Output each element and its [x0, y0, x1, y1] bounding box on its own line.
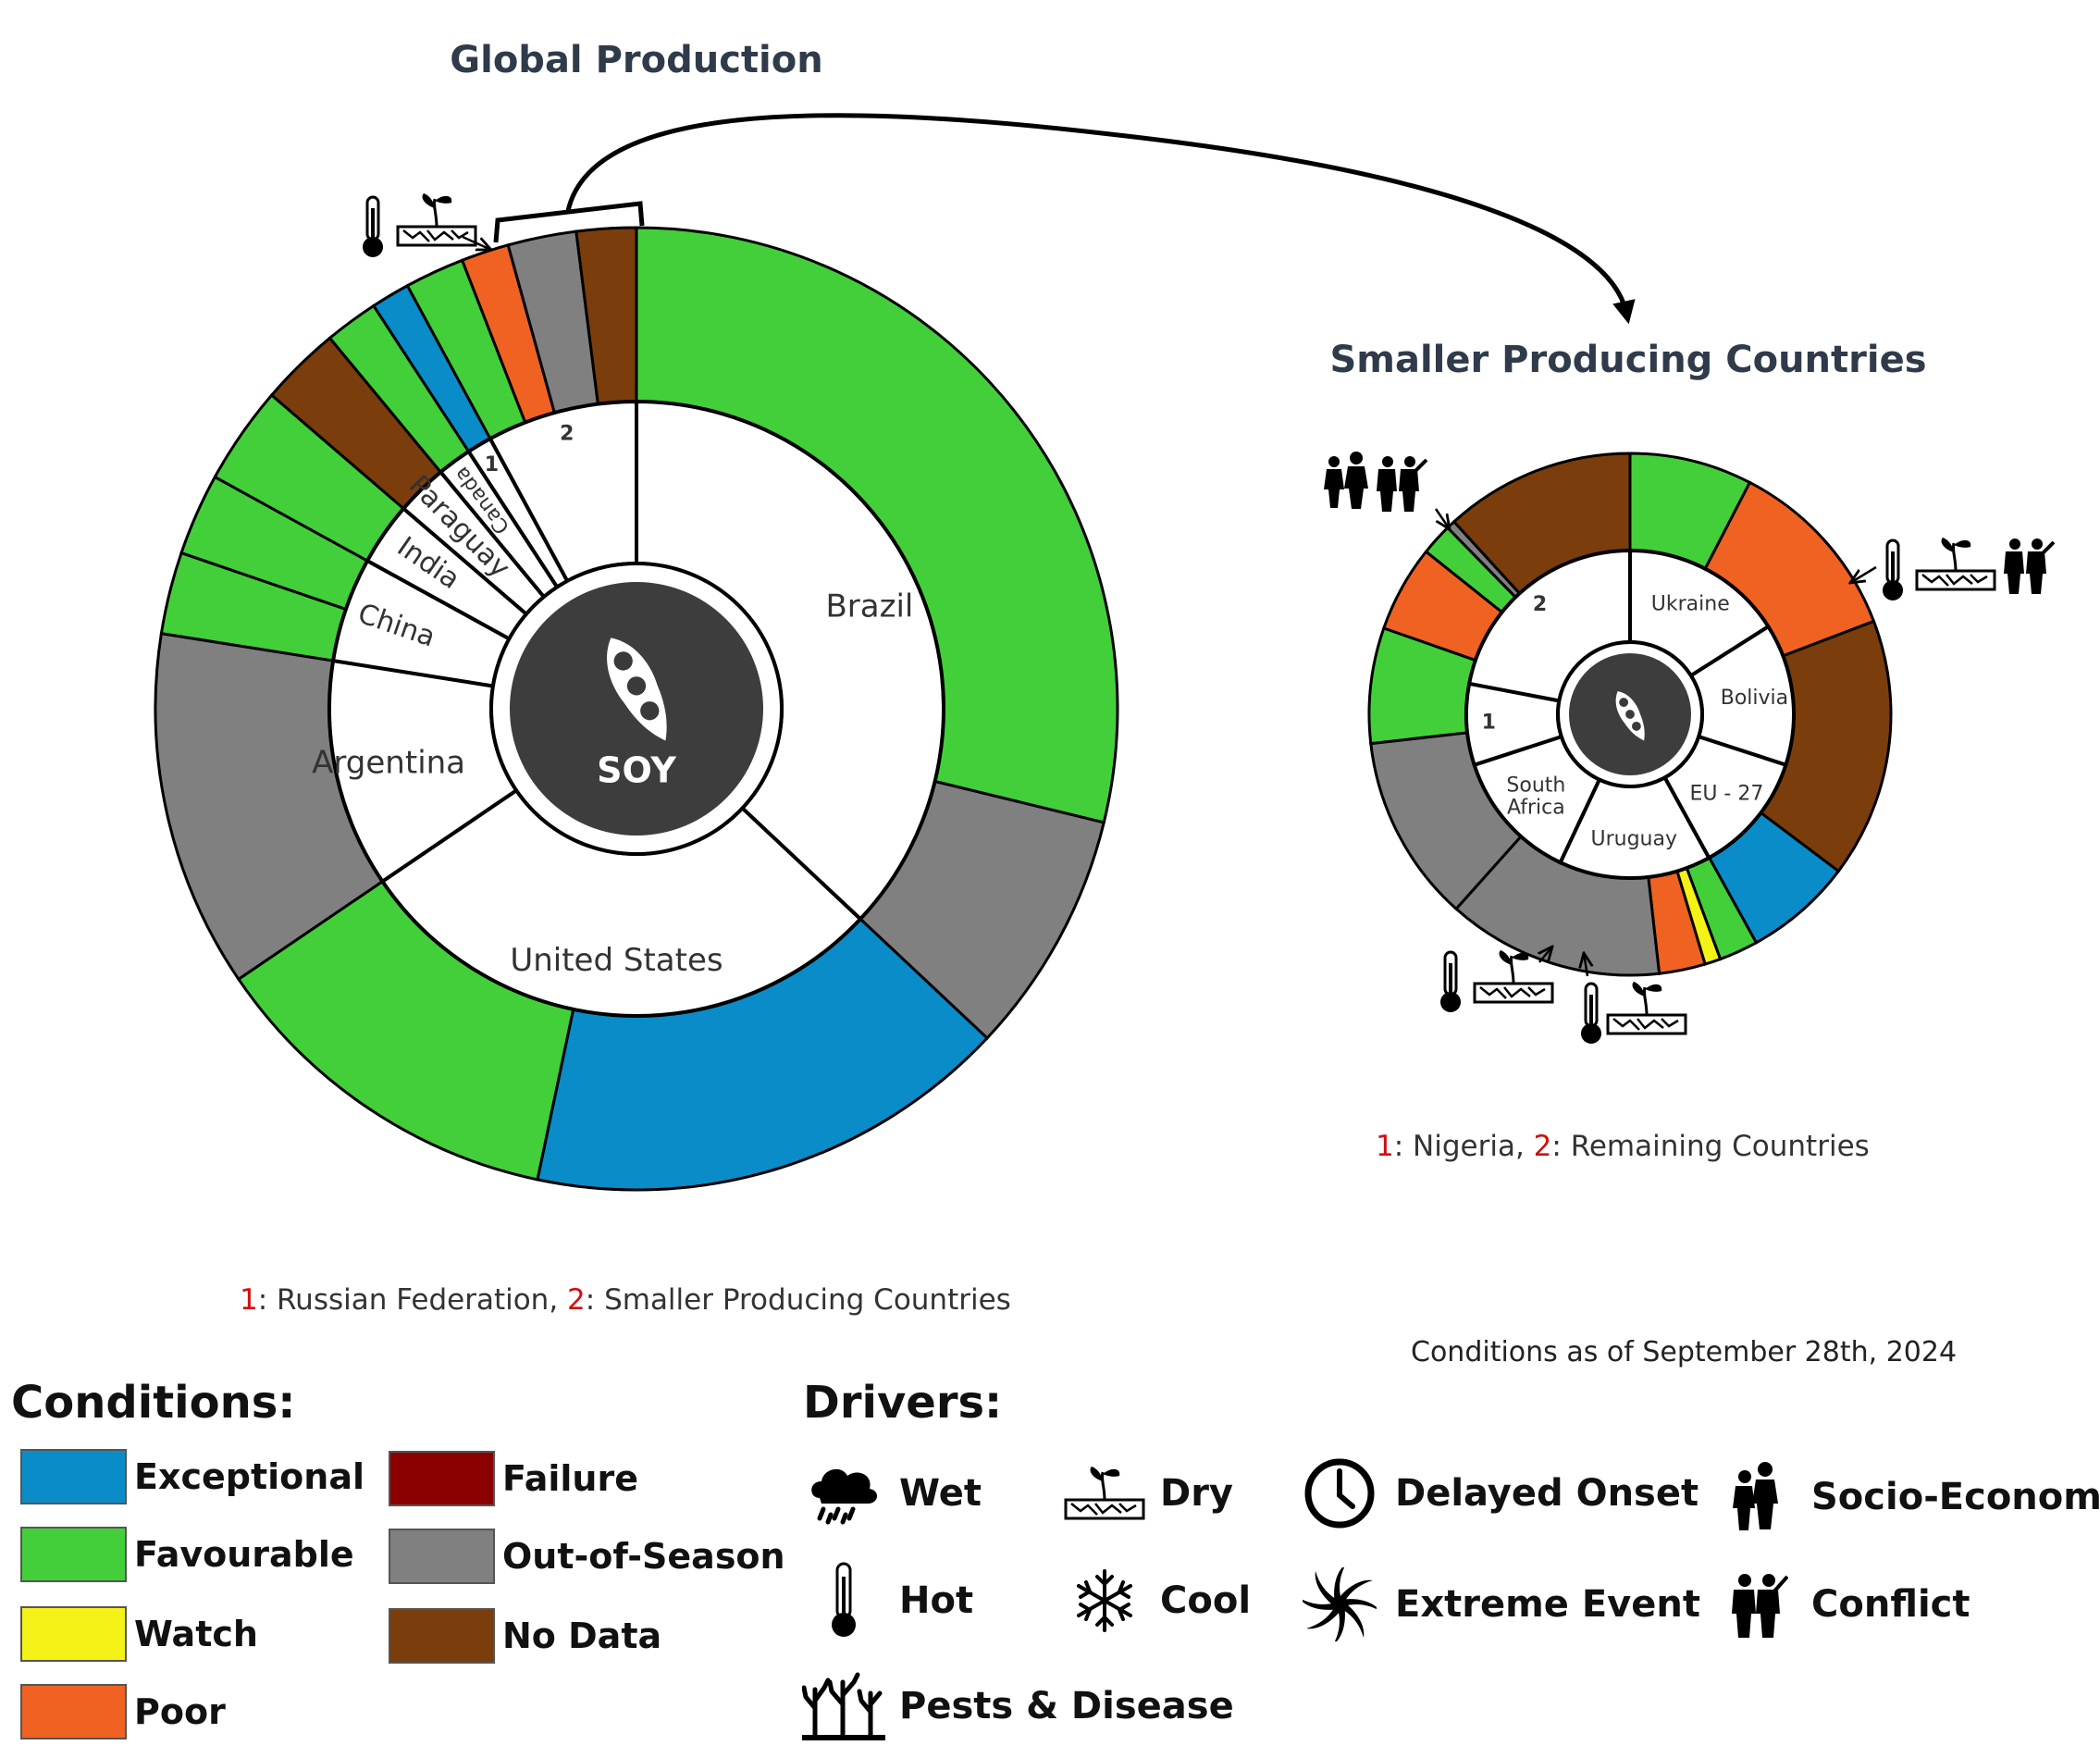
segment-label: Bolivia	[1721, 687, 1788, 710]
legend-swatch	[389, 1608, 495, 1664]
thermometer-icon	[801, 1562, 886, 1638]
driver-label: Delayed Onset	[1395, 1472, 1699, 1515]
segment-label: Ukraine	[1651, 592, 1730, 615]
driver-label: Conflict	[1811, 1583, 1970, 1626]
legend-item-out-of-season: Out-of-Season	[389, 1529, 785, 1584]
driver-label: Pests & Disease	[899, 1685, 1234, 1727]
people-icon	[1713, 1460, 1798, 1534]
conditions-legend-heading: Conditions:	[11, 1377, 296, 1429]
soy-pod-icon	[1615, 690, 1645, 741]
driver-label: Wet	[899, 1472, 982, 1515]
legend-label: Poor	[134, 1691, 226, 1732]
driver-item-extreme-event: Extreme Event	[1297, 1567, 1700, 1641]
global-chart-title: Global Production	[450, 39, 822, 81]
cyclone-icon	[1297, 1567, 1382, 1641]
annotation-hot-dry-russian-federation	[361, 192, 491, 259]
driver-label: Socio-Economic	[1811, 1476, 2100, 1518]
legend-item-exceptional: Exceptional	[20, 1449, 364, 1504]
driver-label: Hot	[899, 1579, 974, 1622]
segment-label: Brazil	[825, 588, 913, 625]
legend-label: Out-of-Season	[502, 1536, 785, 1577]
legend-item-favourable: Favourable	[20, 1527, 354, 1582]
legend-swatch	[20, 1684, 127, 1739]
legend-item-watch: Watch	[20, 1606, 258, 1662]
legend-swatch	[20, 1527, 127, 1582]
footnote-text: : Nigeria,	[1393, 1130, 1534, 1163]
driver-item-dry: Dry	[1062, 1456, 1233, 1530]
driver-item-wet: Wet	[801, 1456, 982, 1530]
connector-arrow	[565, 113, 1636, 325]
footnote-text: : Smaller Producing Countries	[585, 1283, 1011, 1317]
driver-label: Cool	[1160, 1579, 1252, 1622]
legend-item-no-data: No Data	[389, 1608, 661, 1664]
smaller-footnote: 1: Nigeria, 2: Remaining Countries	[1376, 1130, 1870, 1163]
driver-item-pests-disease: Pests & Disease	[801, 1669, 1234, 1743]
footnote-num: 2	[1533, 1130, 1552, 1163]
smaller-chart-title: Smaller Producing Countries	[1329, 339, 1926, 381]
conditions-date: Conditions as of September 28th, 2024	[1411, 1336, 1958, 1368]
driver-item-conflict: Conflict	[1713, 1567, 1970, 1641]
annotation-hot-dry-eu-poor	[1439, 947, 1552, 1014]
legend-item-poor: Poor	[20, 1684, 226, 1739]
legend-label: Watch	[134, 1614, 258, 1654]
legend-swatch	[389, 1529, 495, 1584]
segment-label: Argentina	[312, 744, 465, 781]
global-footnote: 1: Russian Federation, 2: Smaller Produc…	[240, 1283, 1011, 1317]
legend-label: Failure	[502, 1458, 638, 1499]
legend-item-failure: Failure	[389, 1451, 638, 1506]
legend-label: No Data	[502, 1616, 662, 1656]
snowflake-icon	[1062, 1564, 1147, 1638]
segment-label: 1	[485, 453, 499, 477]
segment-label: 1	[1482, 712, 1496, 735]
driver-label: Extreme Event	[1395, 1583, 1700, 1626]
driver-label: Dry	[1160, 1472, 1234, 1515]
annotation-hot-dry-conflict-ukraine	[1850, 536, 2056, 602]
annotation-hot-dry-eu-watch	[1581, 953, 1687, 1046]
segment-label: 2	[560, 422, 574, 445]
center-label: SOY	[597, 749, 676, 790]
footnote-num: 1	[240, 1283, 258, 1317]
legend-swatch	[20, 1606, 127, 1662]
dry-soil-icon	[1062, 1456, 1147, 1530]
segment-label: Uruguay	[1591, 827, 1678, 850]
drivers-legend-heading: Drivers:	[803, 1377, 1003, 1429]
segment-label: South Africa	[1506, 774, 1565, 820]
footnote-num: 2	[567, 1283, 586, 1317]
driver-item-delayed-onset: Delayed Onset	[1297, 1456, 1699, 1530]
soldiers-icon	[1713, 1567, 1798, 1641]
selection-bracket	[493, 201, 645, 243]
annotation-socio-economic-conflict-nigeria	[1324, 452, 1450, 529]
legend-label: Favourable	[134, 1534, 354, 1575]
footnote-text: : Remaining Countries	[1551, 1130, 1870, 1163]
driver-item-hot: Hot	[801, 1562, 974, 1638]
segment-label: United States	[510, 942, 723, 979]
clock-icon	[1297, 1456, 1382, 1530]
driver-item-socio-economic: Socio-Economic	[1713, 1460, 2100, 1534]
driver-item-cool: Cool	[1062, 1564, 1251, 1638]
rain-cloud-icon	[801, 1456, 886, 1530]
footnote-text: : Russian Federation,	[257, 1283, 568, 1317]
smaller-producing-countries-chart: Ukraine Bolivia EU - 27 Uruguay South Africa 1…	[1367, 452, 1893, 977]
segment-label: EU - 27	[1689, 782, 1763, 805]
dead-trees-icon	[801, 1669, 886, 1743]
legend-swatch	[20, 1449, 127, 1504]
legend-swatch	[389, 1451, 495, 1506]
footnote-num: 1	[1376, 1130, 1394, 1163]
segment-label: 2	[1533, 593, 1547, 616]
soy-pod-icon	[607, 638, 667, 741]
legend-label: Exceptional	[134, 1456, 364, 1497]
